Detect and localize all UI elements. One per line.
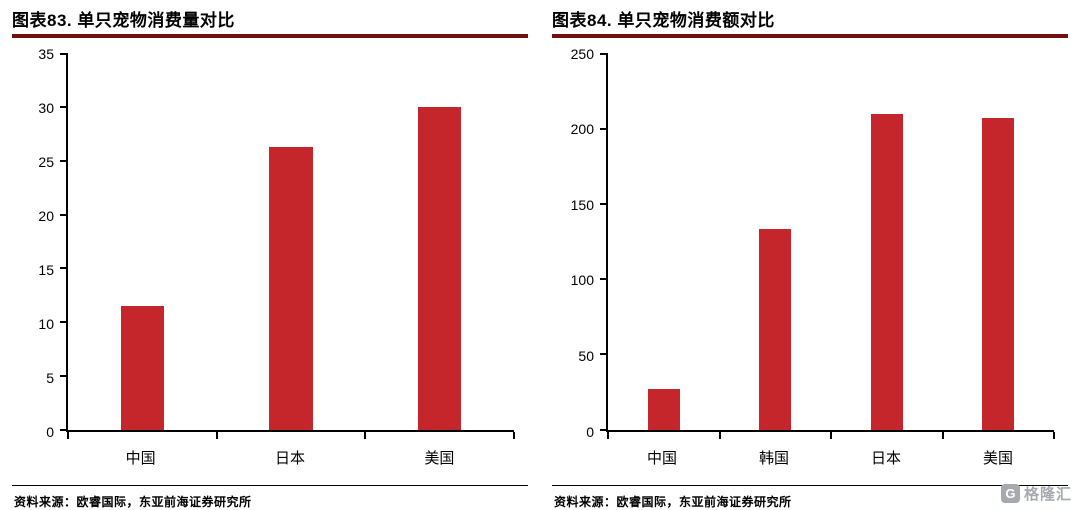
plot-area [60, 52, 515, 439]
x-category-label: 韩国 [758, 450, 789, 467]
bar [982, 118, 1015, 430]
x-axis-labels: 中国 韩国 日本 美国 [606, 442, 1054, 474]
y-tick-label: 0 [586, 423, 594, 440]
gelonghui-logo-icon: G [1000, 484, 1020, 503]
y-axis: 0 50 100 150 200 250 [552, 47, 606, 439]
y-tick-mark [60, 374, 68, 377]
y-tick-label: 100 [570, 272, 594, 289]
chart-panel-83: 图表83. 单只宠物消费量对比 0 5 10 15 20 25 30 35 中国 日本 美国 资料… [12, 11, 528, 509]
x-category-label: 中国 [125, 450, 156, 467]
chart-panel-84: 图表84. 单只宠物消费额对比 0 50 100 150 200 250 中国 韩国 日本 美国… [540, 0, 1080, 510]
bar [870, 113, 903, 430]
y-tick-mark [600, 202, 608, 205]
gelonghui-logo-text: 格隆汇 [1023, 486, 1072, 503]
title-rule [12, 34, 528, 38]
bar-slot [720, 54, 832, 430]
source-note: 资料来源：欧睿国际，东亚前海证券研究所 [14, 495, 252, 509]
gelonghui-watermark: G 格隆汇 [1000, 483, 1072, 504]
x-tick-mark [830, 431, 832, 439]
y-tick-mark [60, 213, 68, 216]
bars-container [68, 54, 514, 430]
y-tick-label: 150 [570, 196, 594, 213]
y-tick-label: 35 [38, 45, 54, 62]
y-tick-label: 0 [46, 423, 54, 440]
x-category-label: 美国 [424, 450, 455, 467]
bar [120, 305, 164, 430]
y-tick-label: 250 [570, 45, 594, 62]
x-tick-mark [607, 431, 609, 439]
x-axis-labels: 中国 日本 美国 [66, 442, 514, 474]
y-tick-mark [60, 267, 68, 270]
y-tick-label: 25 [38, 153, 54, 170]
y-tick-label: 5 [46, 369, 54, 386]
bar-chart-83: 0 5 10 15 20 25 30 35 中国 日本 美国 [12, 38, 528, 485]
x-tick-mark [364, 431, 367, 439]
footer-rule [552, 484, 1068, 486]
y-tick-mark [60, 159, 68, 162]
y-tick-label: 200 [570, 121, 594, 138]
x-category-label: 中国 [646, 450, 677, 467]
y-tick-label: 50 [578, 347, 594, 364]
y-tick-mark [600, 278, 608, 281]
bar-slot [68, 54, 217, 430]
bar [418, 107, 462, 430]
x-tick-mark [215, 431, 218, 439]
y-tick-label: 20 [38, 207, 54, 224]
y-tick-mark [600, 127, 608, 130]
x-tick-mark [513, 431, 515, 439]
bar-slot [831, 54, 943, 430]
y-tick-label: 10 [38, 315, 54, 332]
bar [269, 146, 313, 430]
x-tick-mark [718, 431, 721, 439]
chart-title: 图表84. 单只宠物消费额对比 [552, 11, 775, 30]
y-tick-label: 30 [38, 99, 54, 116]
y-tick-mark [60, 106, 68, 109]
bar-slot [943, 54, 1055, 430]
x-tick-mark [1053, 431, 1055, 439]
y-tick-mark [60, 52, 68, 55]
bar-slot [217, 54, 366, 430]
footer-rule [12, 484, 528, 486]
bars-container [608, 54, 1054, 430]
x-category-label: 日本 [870, 450, 901, 467]
y-tick-mark [600, 52, 608, 55]
y-tick-mark [600, 428, 608, 431]
title-rule [552, 34, 1068, 38]
x-category-label: 日本 [274, 450, 305, 467]
y-tick-mark [600, 353, 608, 356]
bar [759, 229, 792, 430]
y-tick-mark [60, 321, 68, 324]
bar-chart-84: 0 50 100 150 200 250 中国 韩国 日本 美国 [552, 38, 1068, 485]
bar [647, 388, 680, 430]
plot-area [600, 52, 1055, 439]
y-tick-label: 15 [38, 261, 54, 278]
bar-slot [365, 54, 514, 430]
source-note: 资料来源：欧睿国际，东亚前海证券研究所 [554, 495, 792, 509]
y-tick-mark [60, 428, 68, 431]
bar-slot [608, 54, 720, 430]
x-category-label: 美国 [982, 450, 1013, 467]
x-tick-mark [67, 431, 69, 439]
chart-title: 图表83. 单只宠物消费量对比 [12, 11, 235, 30]
x-tick-mark [941, 431, 944, 439]
y-axis: 0 5 10 15 20 25 30 35 [12, 47, 66, 439]
